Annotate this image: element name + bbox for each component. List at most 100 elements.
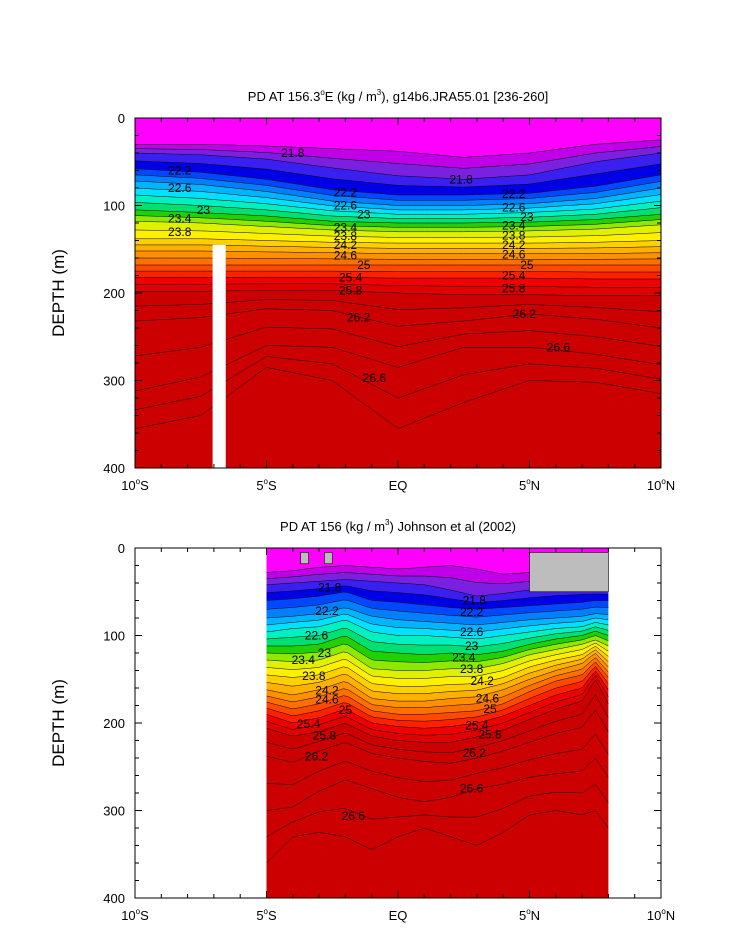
density-band bbox=[135, 146, 661, 180]
x-tick-label: 5oS bbox=[256, 477, 277, 493]
density-band bbox=[266, 572, 609, 596]
density-band bbox=[135, 230, 661, 244]
contour-line bbox=[266, 709, 609, 764]
contour-label: 26.6 bbox=[363, 371, 387, 385]
contour-label: 26.2 bbox=[463, 746, 487, 760]
contour-label: 22.2 bbox=[168, 164, 192, 178]
contour-label: 25.4 bbox=[339, 270, 363, 284]
contour-label: 21.8 bbox=[449, 172, 473, 186]
x-tick-degree: o bbox=[136, 907, 141, 916]
density-band bbox=[266, 640, 609, 679]
contour-line bbox=[266, 642, 609, 679]
y-tick-label: 300 bbox=[103, 374, 125, 389]
contour-line bbox=[134, 209, 662, 224]
x-tick-label: 10oS bbox=[121, 907, 149, 923]
contour-line bbox=[266, 585, 609, 603]
contour-line bbox=[266, 591, 609, 610]
x-tick-number: EQ bbox=[389, 478, 408, 493]
x-tick-label: 5oS bbox=[256, 907, 277, 923]
contour-label: 24.2 bbox=[470, 674, 494, 688]
x-tick-label: 10oN bbox=[647, 907, 675, 923]
x-tick-degree: o bbox=[264, 907, 269, 916]
x-tick-hemisphere: N bbox=[531, 478, 540, 493]
chart-title: PD AT 156 (kg / m3) Johnson et al (2002) bbox=[280, 518, 516, 534]
y-tick-label: 0 bbox=[118, 541, 125, 556]
contour-label: 22.2 bbox=[502, 187, 526, 201]
density-band bbox=[266, 565, 609, 584]
contour-label: 25.4 bbox=[502, 269, 526, 283]
title-superscript: 3 bbox=[377, 88, 382, 97]
y-tick-label: 100 bbox=[103, 629, 125, 644]
contour-label: 24.6 bbox=[315, 692, 339, 706]
x-tick-degree: o bbox=[136, 477, 141, 486]
title-text: PD AT 156 bbox=[280, 519, 342, 534]
contour-line bbox=[266, 666, 609, 722]
density-band bbox=[266, 666, 609, 729]
y-axis-label: DEPTH (m) bbox=[49, 249, 68, 337]
density-band bbox=[135, 202, 661, 223]
x-tick-number: 5 bbox=[256, 908, 263, 923]
density-band bbox=[135, 251, 661, 260]
density-band bbox=[266, 810, 609, 898]
contour-label: 21.8 bbox=[463, 594, 487, 608]
contour-label: 23.4 bbox=[334, 220, 358, 234]
density-band bbox=[135, 299, 661, 328]
contour-label: 22.2 bbox=[315, 604, 339, 618]
contour-label: 23 bbox=[197, 203, 211, 217]
density-band bbox=[266, 646, 609, 694]
contour-line bbox=[266, 639, 609, 671]
contour-line bbox=[266, 670, 609, 729]
contour-label: 25.4 bbox=[297, 717, 321, 731]
density-band bbox=[266, 600, 609, 625]
contour-label: 26.6 bbox=[547, 340, 571, 354]
density-band bbox=[266, 657, 609, 715]
contour-label: 22.2 bbox=[460, 605, 484, 619]
contour-line bbox=[266, 810, 609, 864]
contour-label: 26.2 bbox=[347, 311, 371, 325]
contour-label: 23.8 bbox=[460, 662, 484, 676]
contour-line bbox=[266, 653, 609, 702]
missing-data-region bbox=[324, 552, 333, 565]
x-tick-number: 5 bbox=[519, 478, 526, 493]
density-band bbox=[135, 327, 661, 391]
density-band bbox=[266, 662, 609, 722]
contour-line bbox=[266, 646, 609, 687]
contour-label: 24.2 bbox=[334, 238, 358, 252]
title-text: ) Johnson et al (2002) bbox=[390, 519, 516, 534]
x-tick-hemisphere: N bbox=[531, 908, 540, 923]
density-band bbox=[135, 290, 661, 312]
contour-label: 23 bbox=[465, 639, 479, 653]
tick-marks bbox=[134, 547, 662, 899]
density-band bbox=[266, 620, 609, 647]
contour-line bbox=[266, 626, 609, 648]
density-band bbox=[135, 345, 661, 410]
title-text: E (kg / m bbox=[325, 89, 377, 104]
x-tick-hemisphere: S bbox=[140, 478, 149, 493]
title-text: ), g14b6.JRA55.01 [236-260] bbox=[381, 89, 548, 104]
x-tick-number: 5 bbox=[519, 908, 526, 923]
contour-line bbox=[134, 215, 662, 228]
density-band bbox=[135, 188, 661, 215]
title-degree: o bbox=[320, 88, 325, 97]
contour-line bbox=[266, 758, 609, 811]
contour-label: 23.4 bbox=[168, 212, 192, 226]
mask-region bbox=[212, 244, 226, 468]
x-tick-hemisphere: S bbox=[140, 908, 149, 923]
density-band bbox=[135, 153, 661, 188]
contour-label: 22.2 bbox=[334, 185, 358, 199]
y-tick-label: 0 bbox=[118, 111, 125, 126]
y-tick-label: 200 bbox=[103, 286, 125, 301]
y-axis-label: DEPTH (m) bbox=[49, 679, 68, 767]
x-tick-degree: o bbox=[526, 477, 531, 486]
contour-line bbox=[266, 661, 609, 715]
density-band bbox=[135, 265, 661, 272]
contour-label: 23 bbox=[357, 207, 371, 221]
density-band bbox=[266, 695, 609, 764]
title-text: PD AT 156.3 bbox=[248, 89, 321, 104]
contour-line bbox=[134, 187, 662, 211]
x-tick-label: EQ bbox=[389, 478, 408, 493]
contour-label: 25.8 bbox=[313, 728, 337, 742]
contour-label: 22.6 bbox=[334, 199, 358, 213]
contour-line bbox=[134, 180, 662, 206]
